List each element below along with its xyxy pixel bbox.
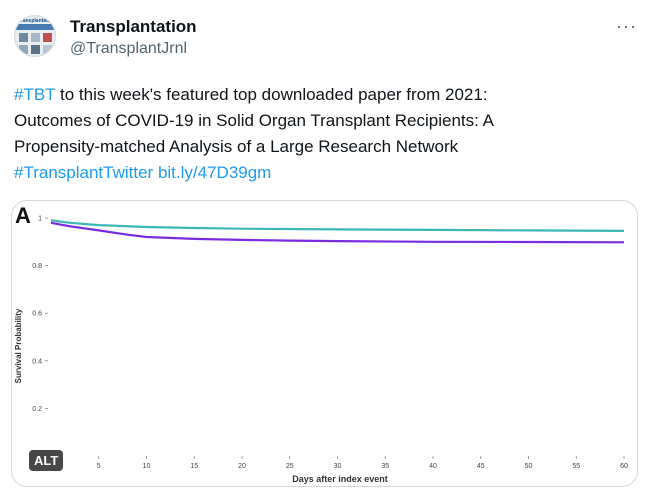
y-tick-label: 0.6 <box>32 311 42 318</box>
x-tick-label: 35 <box>381 463 389 470</box>
avatar-thumb <box>31 33 40 42</box>
x-tick-label: 50 <box>525 463 533 470</box>
account-name[interactable]: Transplantation <box>70 17 197 36</box>
x-tick-label: 60 <box>620 463 628 470</box>
x-axis-label: Days after index event <box>292 474 388 484</box>
x-tick-label: 30 <box>334 463 342 470</box>
alt-badge[interactable]: ALT <box>29 450 64 471</box>
survival-chart: A Survival Probability Days after index … <box>14 203 628 484</box>
avatar[interactable]: Transplantation <box>14 15 56 57</box>
tweet-text: #TBT to this week's featured top downloa… <box>14 82 634 186</box>
x-tick-label: 40 <box>429 463 437 470</box>
y-tick-label: 0.2 <box>32 406 42 413</box>
hashtag-tbt[interactable]: #TBT <box>14 85 56 104</box>
x-tick-label: 20 <box>238 463 246 470</box>
y-tick-label: 0.4 <box>32 358 42 365</box>
tweet-line-4: #TransplantTwitter bit.ly/47D39gm <box>14 160 634 186</box>
avatar-thumb <box>19 45 28 54</box>
avatar-logo-text: Transplantation <box>18 18 56 24</box>
avatar-thumb <box>43 33 52 42</box>
hashtag-transplanttwitter[interactable]: #TransplantTwitter <box>14 163 154 182</box>
tweet-line-1-text: to this week's featured top downloaded p… <box>55 85 488 104</box>
tweet-line-1: #TBT to this week's featured top downloa… <box>14 82 634 108</box>
x-tick-label: 25 <box>286 463 294 470</box>
y-tick-label: 0.8 <box>32 263 42 270</box>
x-tick-label: 55 <box>572 463 580 470</box>
tweet-line-3: Propensity-matched Analysis of a Large R… <box>14 137 459 156</box>
tweet-line-2: Outcomes of COVID-19 in Solid Organ Tran… <box>14 111 495 130</box>
y-tick-label: 1 <box>38 216 42 223</box>
survival-series-line-1 <box>50 219 625 232</box>
panel-label: A <box>15 203 31 228</box>
x-tick-label: 45 <box>477 463 485 470</box>
survival-series-line-2 <box>50 221 625 244</box>
avatar-thumb <box>43 45 52 54</box>
x-tick-label: 15 <box>190 463 198 470</box>
media-image[interactable]: A Survival Probability Days after index … <box>11 200 638 487</box>
avatar-band <box>15 24 55 30</box>
avatar-thumb <box>19 33 28 42</box>
avatar-thumb <box>31 45 40 54</box>
x-tick-label: 5 <box>97 463 101 470</box>
more-icon[interactable]: ··· <box>616 16 637 36</box>
tweet-link[interactable]: bit.ly/47D39gm <box>157 163 272 182</box>
account-handle[interactable]: @TransplantJrnl <box>70 40 188 57</box>
y-axis-label: Survival Probability <box>14 308 23 383</box>
x-tick-label: 10 <box>143 463 151 470</box>
